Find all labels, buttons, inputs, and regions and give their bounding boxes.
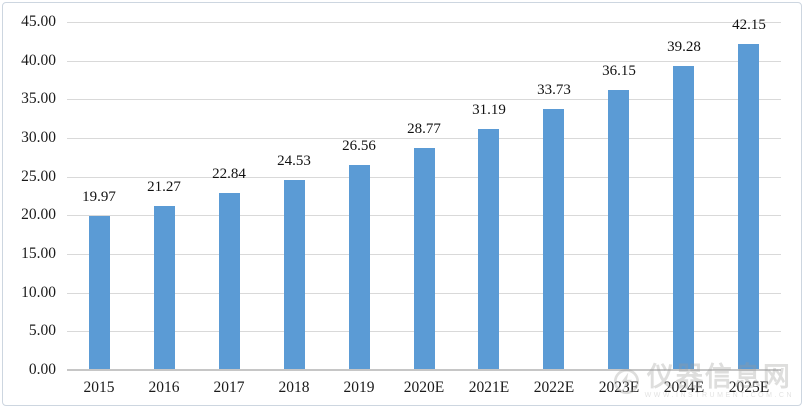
gridline bbox=[67, 138, 781, 139]
gridline bbox=[67, 61, 781, 62]
bar-value-label: 19.97 bbox=[82, 189, 116, 205]
bar-2016 bbox=[154, 206, 175, 369]
bar-value-label: 21.27 bbox=[147, 179, 181, 195]
gridline bbox=[67, 22, 781, 23]
bar-value-label: 28.77 bbox=[407, 121, 441, 137]
bar-2015 bbox=[89, 216, 110, 369]
gridline bbox=[67, 99, 781, 100]
x-tick-label: 2021E bbox=[468, 379, 510, 396]
bar-value-label: 22.84 bbox=[212, 166, 246, 182]
y-tick-label: 45.00 bbox=[21, 13, 56, 30]
x-tick-label: 2024E bbox=[663, 379, 705, 396]
x-tick-label: 2025E bbox=[728, 379, 770, 396]
bar-value-label: 39.28 bbox=[667, 39, 701, 55]
y-tick-label: 5.00 bbox=[28, 322, 56, 339]
y-tick-label: 0.00 bbox=[28, 361, 56, 378]
bar-2020E bbox=[414, 148, 435, 369]
x-tick-label: 2018 bbox=[278, 379, 310, 396]
bar-2021E bbox=[478, 129, 499, 369]
y-tick-label: 30.00 bbox=[21, 129, 56, 146]
bar-2024E bbox=[673, 66, 694, 369]
bar-value-label: 24.53 bbox=[277, 153, 311, 169]
bar-value-label: 26.56 bbox=[342, 138, 376, 154]
bar-2025E bbox=[738, 44, 759, 369]
x-tick-label: 2017 bbox=[213, 379, 245, 396]
bar-value-label: 36.15 bbox=[602, 63, 636, 79]
x-tick-label: 2016 bbox=[148, 379, 180, 396]
bar-value-label: 33.73 bbox=[537, 82, 571, 98]
bar-value-label: 42.15 bbox=[732, 17, 766, 33]
x-axis-line bbox=[67, 369, 781, 371]
y-tick-label: 10.00 bbox=[21, 284, 56, 301]
y-tick-label: 20.00 bbox=[21, 206, 56, 223]
x-tick-label: 2020E bbox=[403, 379, 445, 396]
bar-2018 bbox=[284, 180, 305, 369]
x-tick-label: 2023E bbox=[598, 379, 640, 396]
bar-value-label: 31.19 bbox=[472, 102, 506, 118]
y-tick-label: 40.00 bbox=[21, 52, 56, 69]
y-tick-label: 35.00 bbox=[21, 90, 56, 107]
bar-2019 bbox=[349, 165, 370, 369]
bar-2022E bbox=[543, 109, 564, 369]
x-tick-label: 2015 bbox=[83, 379, 115, 396]
y-tick-label: 25.00 bbox=[21, 168, 56, 185]
bar-2017 bbox=[219, 193, 240, 369]
x-tick-label: 2019 bbox=[343, 379, 375, 396]
bar-2023E bbox=[608, 90, 629, 369]
x-tick-label: 2022E bbox=[533, 379, 575, 396]
y-tick-label: 15.00 bbox=[21, 245, 56, 262]
